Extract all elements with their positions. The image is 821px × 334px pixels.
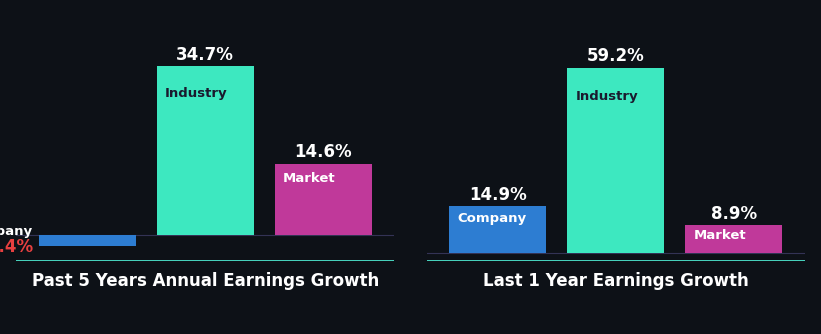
Text: Industry: Industry <box>576 90 638 103</box>
Text: Company: Company <box>0 225 33 238</box>
Bar <box>686 225 782 253</box>
Text: -2.4%: -2.4% <box>0 238 33 257</box>
Text: Company: Company <box>457 212 527 225</box>
Bar <box>449 206 546 253</box>
Text: 34.7%: 34.7% <box>177 46 234 64</box>
Bar <box>567 67 664 253</box>
Text: Market: Market <box>694 228 746 241</box>
Text: Market: Market <box>283 172 336 185</box>
Text: Industry: Industry <box>165 87 227 100</box>
Bar <box>39 235 135 246</box>
Text: 59.2%: 59.2% <box>587 47 644 65</box>
X-axis label: Last 1 Year Earnings Growth: Last 1 Year Earnings Growth <box>483 272 749 290</box>
Bar <box>157 66 254 235</box>
Text: 8.9%: 8.9% <box>711 205 757 223</box>
X-axis label: Past 5 Years Annual Earnings Growth: Past 5 Years Annual Earnings Growth <box>32 272 378 290</box>
Bar <box>275 164 372 235</box>
Text: 14.9%: 14.9% <box>469 186 526 204</box>
Text: 14.6%: 14.6% <box>295 144 352 161</box>
